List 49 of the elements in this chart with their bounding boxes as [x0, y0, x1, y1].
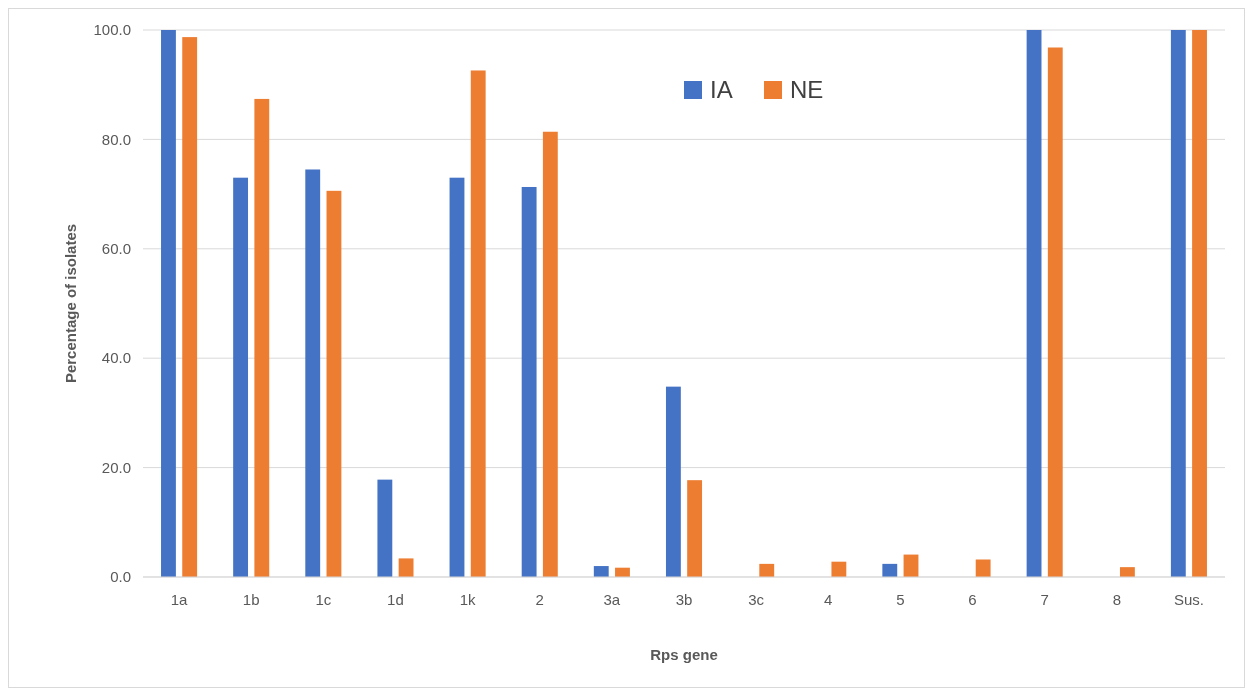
bar	[687, 480, 703, 577]
bar	[1026, 30, 1042, 577]
bar	[1119, 567, 1135, 577]
bar	[542, 131, 558, 577]
y-tick-label: 40.0	[101, 349, 131, 367]
x-tick-label: 6	[968, 591, 977, 608]
x-tick-label: 3a	[603, 591, 621, 608]
bar	[470, 70, 486, 577]
y-tick-label: 20.0	[101, 458, 131, 476]
bar	[882, 563, 898, 577]
x-tick-label: 2	[535, 591, 544, 608]
y-tick-label: 80.0	[101, 130, 131, 148]
bar	[377, 479, 393, 577]
x-tick-label: 7	[1040, 591, 1049, 608]
x-tick-label: 1k	[459, 591, 477, 608]
bar	[1170, 30, 1186, 577]
x-tick-label: 3c	[748, 591, 765, 608]
bar	[1047, 47, 1063, 577]
x-tick-label: 1b	[242, 591, 260, 608]
x-tick-label: 1a	[170, 591, 189, 608]
y-tick-label: 100.0	[93, 21, 131, 39]
x-tick-label: 5	[896, 591, 905, 608]
x-tick-label: 8	[1112, 591, 1121, 608]
bar	[398, 558, 414, 577]
bar	[521, 186, 537, 577]
x-axis-title: Rps gene	[650, 646, 718, 663]
bar	[182, 37, 198, 577]
y-tick-label: 60.0	[101, 240, 131, 258]
bar	[161, 30, 176, 577]
x-tick-label: Sus.	[1173, 591, 1204, 608]
bar	[975, 559, 991, 577]
bar	[305, 169, 321, 577]
bar	[254, 98, 270, 577]
bar	[831, 561, 847, 577]
y-axis-title: Percentage of isolates	[62, 223, 79, 384]
bar	[449, 177, 465, 577]
legend-label: NE	[790, 76, 824, 104]
x-tick-label: 1d	[387, 591, 404, 608]
x-tick-label: 4	[824, 591, 833, 608]
y-tick-label: 0.0	[110, 568, 131, 586]
bar	[759, 563, 775, 577]
bar	[593, 566, 609, 577]
bar	[665, 386, 681, 577]
legend-label: IA	[710, 76, 733, 104]
x-tick-label: 1c	[315, 591, 332, 608]
x-tick-label: 3b	[675, 591, 693, 608]
bar	[233, 177, 249, 577]
bar	[326, 190, 342, 577]
bar	[1192, 30, 1207, 577]
